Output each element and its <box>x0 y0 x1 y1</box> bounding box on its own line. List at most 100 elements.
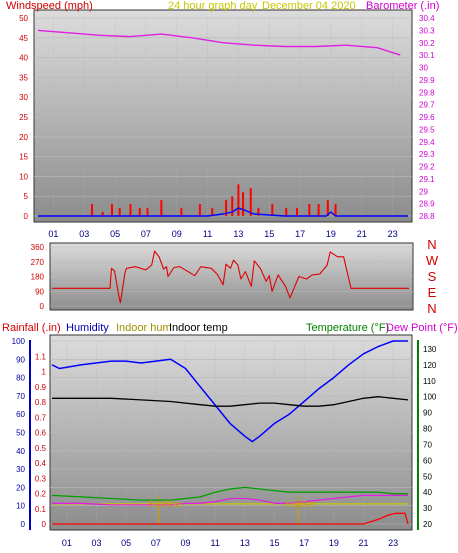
barometer-label: Barometer (.in) <box>366 0 439 12</box>
rainfall-tick-label: 0.3 <box>35 474 47 483</box>
temp-tick-label: 20 <box>423 520 432 529</box>
humidity-tick-label: 80 <box>16 374 25 383</box>
temp-tick-label: 90 <box>423 409 432 418</box>
baro-tick-label: 29 <box>419 187 428 196</box>
temp-hour-label: 17 <box>299 538 309 548</box>
humidity-tick-label: 30 <box>16 465 25 474</box>
wind-hour-label: 19 <box>326 229 336 239</box>
windspeed-bar <box>211 208 214 216</box>
temp-tick-label: 30 <box>423 504 432 513</box>
dir-tick-label: 0 <box>40 302 45 311</box>
windspeed-bar <box>285 208 288 216</box>
windspeed-bar <box>257 208 260 216</box>
baro-tick-label: 29.5 <box>419 125 435 134</box>
temp-hour-label: 03 <box>91 538 101 548</box>
dir-tick-label: 360 <box>31 243 45 252</box>
rainfall-tick-label: 0.5 <box>35 444 47 453</box>
indoor-temp-line <box>52 396 409 407</box>
wind-hour-label: 13 <box>233 229 243 239</box>
baro-tick-label: 29.3 <box>419 150 435 159</box>
humidity-tick-label: 0 <box>21 520 26 529</box>
rainfall-label: Rainfall (.in) <box>2 322 61 334</box>
baro-tick-label: 28.8 <box>419 212 435 221</box>
rainfall-tick-label: 1.1 <box>35 352 47 361</box>
baro-tick-label: 30 <box>419 64 428 73</box>
rainfall-tick-label: 0.6 <box>35 429 47 438</box>
rainfall-tick-label: 0 <box>42 520 47 529</box>
windspeed-bar <box>308 204 311 216</box>
baro-tick-label: 29.4 <box>419 138 435 147</box>
windspeed-bar <box>249 188 252 216</box>
rainfall-tick-label: 0.9 <box>35 383 47 392</box>
wind-hour-label: 07 <box>141 229 151 239</box>
windspeed-bar <box>296 208 298 216</box>
temp-tick-label: 70 <box>423 440 432 449</box>
wind-tick-label: 5 <box>24 192 29 201</box>
humidity-tick-label: 40 <box>16 447 25 456</box>
wind-barometer-panel <box>33 9 413 223</box>
wind-tick-label: 30 <box>19 93 28 102</box>
temp-hour-label: 15 <box>269 538 279 548</box>
windspeed-bar <box>146 208 149 216</box>
temp-tick-label: 100 <box>423 393 437 402</box>
humidity-tick-label: 70 <box>16 392 25 401</box>
humidity-tick-label: 10 <box>16 502 25 511</box>
windspeed-bar <box>138 208 141 216</box>
wind-tick-label: 10 <box>19 172 28 181</box>
rainfall-line <box>52 512 409 525</box>
temperature-label: Temperature (°F) <box>306 322 389 334</box>
barometer-line <box>37 29 401 56</box>
windspeed-bar <box>90 204 93 216</box>
compass-label: E <box>428 285 437 300</box>
wind-hour-label: 01 <box>48 229 58 239</box>
baro-tick-label: 29.9 <box>419 76 435 85</box>
temp-tick-label: 130 <box>423 345 437 354</box>
baro-tick-label: 30.2 <box>419 39 435 48</box>
wind-hour-label: 17 <box>295 229 305 239</box>
windspeed-bar <box>334 204 337 216</box>
wind-hour-label: 23 <box>388 229 398 239</box>
temp-hour-label: 05 <box>121 538 131 548</box>
wind-gust-line <box>38 207 408 217</box>
wind-direction-line <box>52 250 409 304</box>
graph-date: December 04 2020 <box>262 0 356 12</box>
compass-label: W <box>426 253 439 268</box>
compass-label: N <box>427 237 436 252</box>
windspeed-bar <box>242 192 245 216</box>
wind-tick-label: 40 <box>19 54 28 63</box>
wind-tick-label: 0 <box>24 212 29 221</box>
temp-tick-label: 60 <box>423 456 432 465</box>
temp-tick-label: 40 <box>423 488 432 497</box>
windspeed-bar <box>231 196 234 216</box>
wind-tick-label: 20 <box>19 133 28 142</box>
wind-hour-label: 05 <box>110 229 120 239</box>
wind-hour-label: 11 <box>203 229 212 239</box>
windspeed-bar <box>326 200 329 216</box>
wind-hour-label: 21 <box>357 229 367 239</box>
rainfall-tick-label: 0.8 <box>35 398 47 407</box>
dir-tick-label: 90 <box>35 287 44 296</box>
windspeed-bar <box>180 208 183 216</box>
graph-title: 24 hour graph day <box>168 0 258 12</box>
windspeed-bar <box>237 184 240 216</box>
dew-point-label: Dew Point (°F) <box>386 322 458 334</box>
temp-tick-label: 80 <box>423 425 432 434</box>
temp-hour-label: 01 <box>62 538 72 548</box>
wind-tick-label: 35 <box>19 73 28 82</box>
windspeed-bar <box>225 200 228 216</box>
temp-hour-label: 07 <box>151 538 161 548</box>
windspeed-bar <box>101 212 104 216</box>
indoor-temp-label: Indoor temp <box>169 322 228 334</box>
sunrise-label: SunRise <box>148 499 182 509</box>
wind-tick-label: 25 <box>19 113 28 122</box>
compass-label: S <box>428 269 437 284</box>
rainfall-tick-label: 0.2 <box>35 490 47 499</box>
temp-hour-label: 19 <box>329 538 339 548</box>
windspeed-bar <box>129 204 132 216</box>
temp-hour-label: 11 <box>210 538 219 548</box>
rainfall-tick-label: 0.7 <box>35 413 47 422</box>
wind-hour-label: 15 <box>264 229 274 239</box>
baro-tick-label: 29.1 <box>419 175 435 184</box>
temp-tick-label: 110 <box>423 377 436 386</box>
